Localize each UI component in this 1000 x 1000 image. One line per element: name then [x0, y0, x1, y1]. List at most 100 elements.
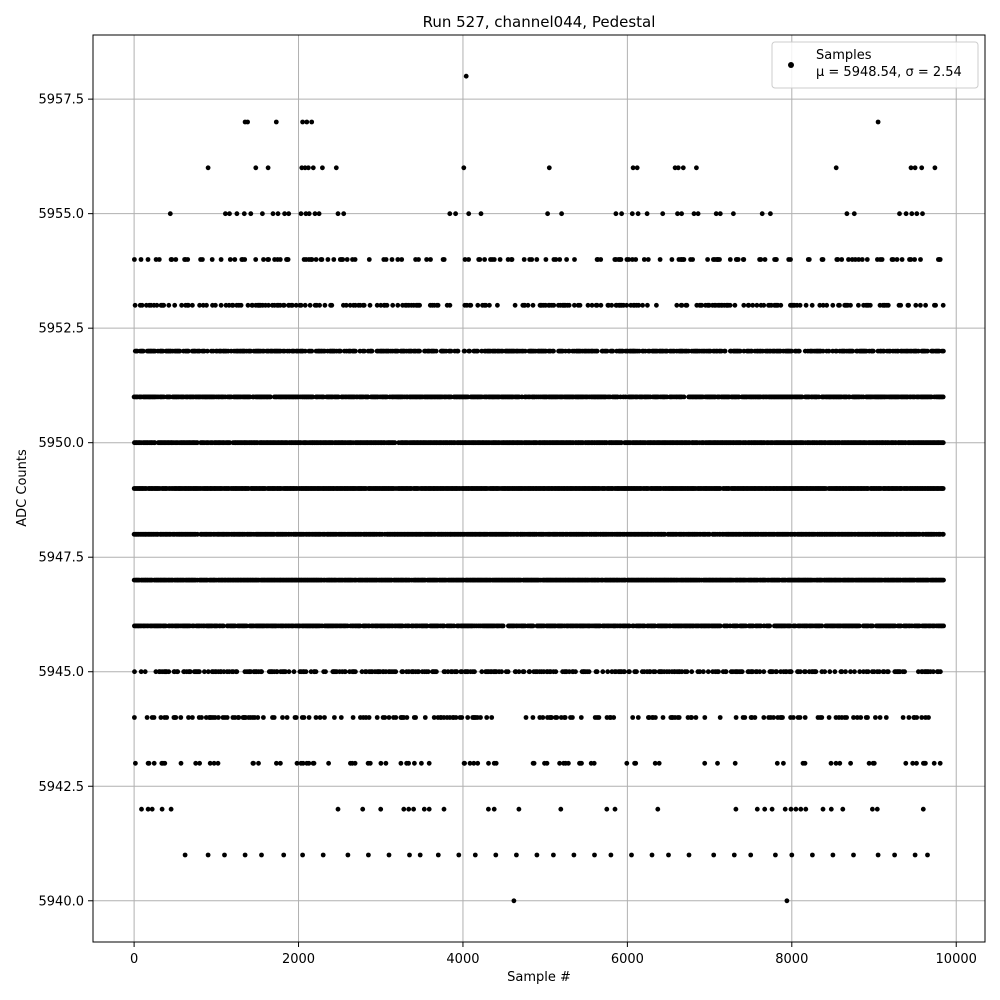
- sample-point: [717, 623, 723, 629]
- sample-point: [557, 760, 562, 766]
- sample-point: [505, 669, 511, 675]
- sample-point: [828, 760, 834, 766]
- sample-point: [622, 669, 627, 675]
- sample-point: [465, 715, 471, 720]
- sample-point: [866, 760, 872, 766]
- sample-point: [310, 394, 316, 400]
- sample-point: [544, 760, 550, 766]
- sample-point: [787, 623, 793, 629]
- sample-point: [591, 760, 597, 766]
- sample-point: [940, 531, 946, 537]
- sample-point: [851, 715, 856, 720]
- sample-point: [367, 760, 373, 766]
- sample-point: [283, 669, 288, 675]
- sample-point: [207, 760, 213, 766]
- sample-point: [883, 715, 889, 720]
- sample-point: [467, 760, 473, 766]
- sample-point: [144, 715, 150, 720]
- sample-point: [802, 715, 808, 720]
- sample-point: [224, 715, 230, 720]
- sample-point: [799, 394, 805, 400]
- sample-point: [216, 715, 221, 720]
- sample-point: [146, 760, 152, 766]
- sample-point: [413, 715, 418, 720]
- sample-point: [914, 760, 919, 766]
- sample-point: [398, 760, 404, 766]
- sample-point: [162, 760, 168, 766]
- sample-point: [531, 760, 537, 766]
- sample-point: [274, 669, 280, 675]
- sample-point: [151, 760, 157, 766]
- sample-point: [832, 669, 838, 675]
- sample-point: [653, 715, 658, 720]
- sample-point: [475, 760, 481, 766]
- sample-point: [500, 623, 506, 629]
- sample-point: [596, 715, 602, 720]
- sample-point: [350, 715, 356, 720]
- sample-point: [627, 623, 632, 629]
- sample-point: [781, 760, 786, 766]
- sample-point: [676, 715, 682, 720]
- sample-point: [797, 715, 803, 720]
- sample-point: [454, 669, 460, 675]
- sample-point: [877, 715, 883, 720]
- sample-point: [293, 715, 299, 720]
- sample-point: [132, 715, 137, 720]
- sample-point: [697, 669, 703, 675]
- sample-point: [197, 760, 203, 766]
- sample-point: [434, 669, 439, 675]
- sample-point: [173, 715, 179, 720]
- sample-point: [833, 760, 839, 766]
- sample-point: [186, 348, 191, 354]
- sample-point: [634, 669, 639, 675]
- sample-point: [234, 669, 240, 675]
- sample-point: [300, 760, 306, 766]
- sample-point: [343, 669, 348, 675]
- sample-point: [164, 715, 170, 720]
- sample-point: [848, 760, 853, 766]
- sample-point: [702, 715, 708, 720]
- sample-point: [906, 715, 912, 720]
- sample-point: [844, 715, 849, 720]
- sample-point: [937, 760, 943, 766]
- sample-point: [322, 715, 327, 720]
- sample-point: [284, 715, 290, 720]
- sample-point: [431, 715, 437, 720]
- sample-point: [271, 715, 277, 720]
- sample-point: [378, 760, 384, 766]
- chart-title: Run 527, channel044, Pedestal: [423, 13, 656, 31]
- sample-point: [693, 715, 699, 720]
- sample-point: [274, 760, 279, 766]
- sample-point: [605, 669, 611, 675]
- sample-point: [732, 760, 738, 766]
- sample-point: [280, 715, 285, 720]
- sample-point: [359, 669, 365, 675]
- sample-point: [647, 669, 653, 675]
- sample-point: [195, 440, 200, 446]
- sample-point: [865, 669, 871, 675]
- sample-point: [278, 760, 283, 766]
- sample-point: [484, 715, 490, 720]
- sample-point: [462, 760, 467, 766]
- sample-point: [212, 715, 218, 720]
- sample-point: [255, 715, 261, 720]
- sample-point: [493, 760, 499, 766]
- sample-point: [151, 715, 157, 720]
- sample-point: [268, 394, 273, 400]
- sample-point: [193, 760, 199, 766]
- sample-point: [611, 715, 617, 720]
- sample-point: [317, 715, 323, 720]
- sample-point: [489, 715, 495, 720]
- sample-point: [624, 760, 630, 766]
- sample-point: [486, 760, 491, 766]
- sample-point: [848, 669, 853, 675]
- sample-point: [865, 715, 870, 720]
- sample-point: [211, 760, 217, 766]
- sample-point: [701, 669, 706, 675]
- sample-point: [790, 715, 796, 720]
- sample-point: [938, 669, 943, 675]
- sample-point: [802, 760, 808, 766]
- sample-point: [406, 760, 411, 766]
- sample-point: [919, 715, 925, 720]
- sample-point: [303, 669, 309, 675]
